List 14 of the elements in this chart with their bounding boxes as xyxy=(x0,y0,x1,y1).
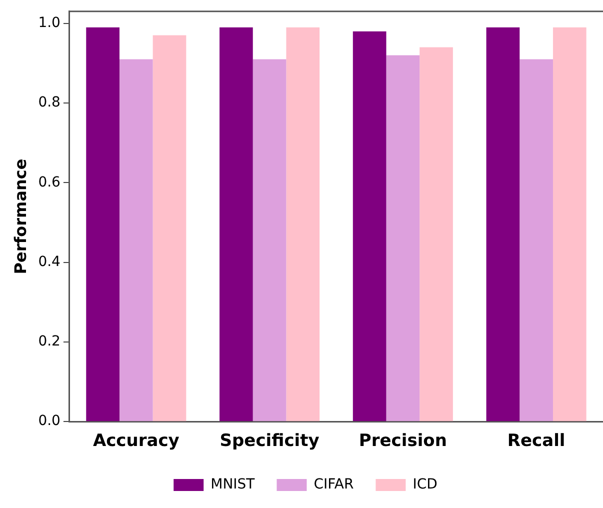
y-tick-label: 0.2 xyxy=(38,334,60,350)
legend-label: MNIST xyxy=(210,476,256,493)
y-tick-label: 0.8 xyxy=(38,94,60,111)
x-tick-label: Precision xyxy=(358,431,447,452)
x-tick-label: Recall xyxy=(507,431,566,452)
legend-label: ICD xyxy=(412,476,438,493)
y-tick-label: 0.4 xyxy=(38,254,61,270)
x-tick-label: Accuracy xyxy=(92,431,180,452)
y-tick-label: 0.6 xyxy=(38,174,61,190)
y-axis-title: Performance xyxy=(10,158,30,274)
legend-label: CIFAR xyxy=(314,476,354,493)
y-tick-label: 1.0 xyxy=(38,14,60,31)
y-tick-label: 0.0 xyxy=(38,413,60,430)
x-tick-label: Specificity xyxy=(220,431,320,452)
